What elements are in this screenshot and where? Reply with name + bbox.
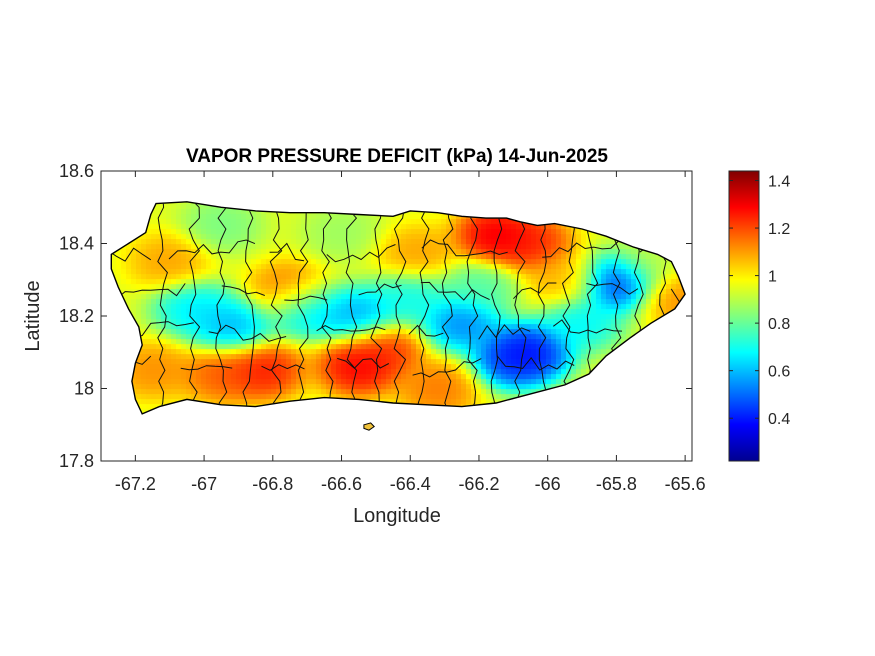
municipality-boundary: [269, 242, 305, 262]
x-axis-label: Longitude: [353, 505, 441, 527]
municipality-boundary: [496, 355, 575, 371]
municipality-boundary: [408, 324, 444, 337]
y-tick-label: 18.4: [59, 234, 94, 254]
colorbar-tick-label: 1: [768, 269, 777, 286]
municipality-boundary: [466, 201, 479, 414]
municipality-boundary: [421, 239, 508, 257]
municipality-boundary: [358, 283, 402, 296]
municipality-boundary: [111, 247, 152, 262]
municipality-boundary: [188, 201, 201, 414]
municipality-boundary: [412, 358, 482, 378]
island-coastline: [110, 201, 686, 415]
y-axis-ticks: 17.8 18 18.2 18.4 18.6: [59, 161, 692, 471]
x-tick-label: -66.6: [321, 474, 362, 494]
municipality-boundary: [514, 201, 527, 414]
x-tick-label: -65.8: [596, 474, 637, 494]
municipality-boundary: [242, 201, 255, 414]
y-axis-label: Latitude: [22, 280, 44, 351]
x-axis-ticks: -67.2 -67 -66.8 -66.6 -66.4 -66.2 -66 -65.8 -65.…: [115, 171, 706, 494]
x-tick-label: -66: [535, 474, 561, 494]
municipality-boundary: [215, 201, 228, 414]
municipality-boundary: [490, 201, 503, 414]
y-tick-label: 17.8: [59, 451, 94, 471]
y-tick-label: 18.2: [59, 306, 94, 326]
municipality-boundary: [417, 201, 430, 414]
municipality-boundary: [157, 201, 168, 414]
x-tick-label: -66.4: [390, 474, 431, 494]
municipality-boundary: [337, 357, 390, 369]
municipality-boundary: [208, 324, 287, 342]
municipality-boundary: [316, 325, 386, 332]
municipality-boundary: [542, 239, 629, 258]
municipality-boundary: [553, 319, 623, 334]
municipality-boundary: [370, 201, 383, 414]
municipality-boundary: [326, 244, 396, 263]
municipality-boundary: [345, 201, 358, 414]
map-title: VAPOR PRESSURE DEFICIT (kPa) 14-Jun-2025: [186, 146, 608, 167]
municipality-boundary: [561, 201, 575, 414]
colorbar-tick-label: 0.6: [768, 364, 790, 381]
y-tick-label: 18: [74, 379, 94, 399]
x-tick-label: -65.6: [665, 474, 706, 494]
municipality-boundary: [420, 281, 490, 301]
municipality-boundary: [586, 283, 639, 295]
x-tick-label: -66.8: [252, 474, 293, 494]
municipality-boundary: [537, 201, 551, 414]
municipality-boundary: [393, 201, 407, 414]
colorbar: [728, 170, 760, 462]
colorbar-tick-label: 0.4: [768, 411, 790, 428]
municipality-boundary: [180, 365, 233, 371]
x-tick-label: -67.2: [115, 474, 156, 494]
municipality-boundary: [297, 201, 309, 414]
x-tick-label: -67: [191, 474, 217, 494]
y-tick-label: 18.6: [59, 161, 94, 181]
municipality-boundary: [284, 295, 328, 302]
x-tick-label: -66.2: [458, 474, 499, 494]
colorbar-tick-label: 1.4: [768, 174, 790, 191]
offshore-islet: [363, 422, 375, 431]
municipality-boundary: [221, 285, 265, 296]
municipality-boundary: [441, 201, 454, 414]
municipality-boundary: [478, 324, 531, 340]
colorbar-ticks: 0.4 0.6 0.8 1 1.2 1.4: [729, 174, 790, 428]
colorbar-tick-label: 0.8: [768, 316, 790, 333]
municipality-boundary: [269, 201, 283, 414]
municipality-boundary: [321, 201, 334, 414]
municipality-boundary: [261, 364, 305, 371]
colorbar-tick-label: 1.2: [768, 221, 790, 238]
municipality-boundary: [513, 282, 557, 300]
municipality-boundary: [168, 239, 256, 260]
